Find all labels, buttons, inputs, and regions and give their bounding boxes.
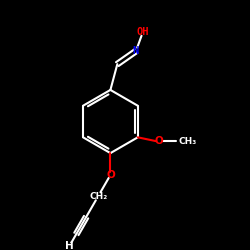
Text: H: H (65, 240, 74, 250)
Text: OH: OH (137, 27, 149, 37)
Text: CH₂: CH₂ (89, 192, 108, 200)
Text: CH₃: CH₃ (179, 136, 197, 145)
Text: N: N (133, 46, 139, 56)
Text: O: O (155, 136, 164, 146)
Text: O: O (106, 170, 115, 180)
